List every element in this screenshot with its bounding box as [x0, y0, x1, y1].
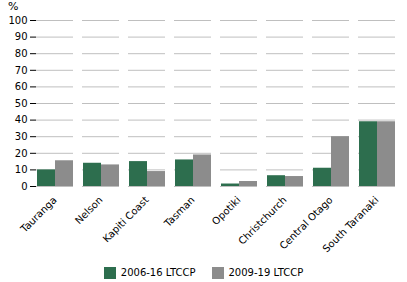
svg-text:Kapiti Coast: Kapiti Coast: [101, 194, 151, 244]
html-text:2006-16 LTCCP: 2006-16 LTCCP: [120, 267, 196, 278]
svg-text:70: 70: [15, 65, 28, 76]
svg-text:60: 60: [15, 81, 28, 92]
svg-text:South Taranaki: South Taranaki: [320, 194, 380, 254]
svg-text:90: 90: [15, 31, 28, 42]
svg-text:50: 50: [15, 98, 28, 109]
svg-text:80: 80: [15, 48, 28, 59]
svg-text:30: 30: [15, 131, 28, 142]
svg-text:Central Otago: Central Otago: [277, 194, 335, 252]
svg-text:20: 20: [15, 148, 28, 159]
svg-text:10: 10: [15, 164, 28, 175]
svg-text:Tasman: Tasman: [161, 194, 196, 229]
html-text:2009-19 LTCCP: 2009-19 LTCCP: [228, 267, 304, 278]
svg-text:0: 0: [21, 181, 27, 192]
svg-text:40: 40: [15, 114, 28, 125]
svg-text:Opotiki: Opotiki: [210, 194, 243, 227]
svg-text:Tauranga: Tauranga: [18, 194, 59, 235]
svg-text:100: 100: [8, 15, 27, 26]
svg-text:Nelson: Nelson: [73, 194, 105, 226]
svg-text:Christchurch: Christchurch: [236, 194, 289, 247]
